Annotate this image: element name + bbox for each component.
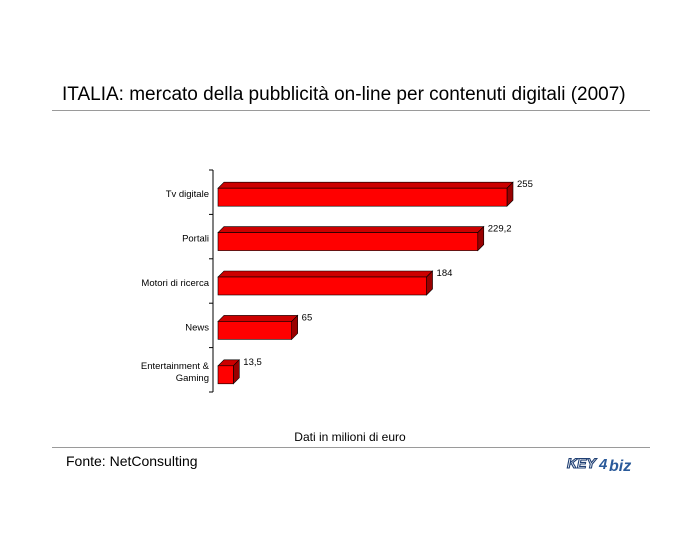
bar-top-face [217, 226, 485, 233]
value-labels: 255 229,2 184 65 13,5 [243, 179, 533, 368]
svg-text:biz: biz [609, 458, 631, 474]
source-credit: Fonte: NetConsulting [66, 453, 198, 469]
svg-text:KEY: KEY [567, 455, 597, 471]
bar-top-face [217, 315, 299, 322]
category-label: Tv digitale [166, 189, 209, 200]
bars [217, 181, 514, 385]
bar [217, 359, 241, 385]
svg-text:4: 4 [598, 456, 608, 473]
bar [217, 225, 485, 252]
value-label: 255 [517, 179, 533, 190]
category-label-line: Tv digitale [166, 189, 209, 200]
bar [217, 270, 434, 296]
category-label: Motori di ricerca [141, 278, 209, 289]
bar-front-face [217, 321, 292, 340]
units-note: Dati in milioni di euro [294, 430, 406, 444]
category-label-line: Motori di ricerca [141, 278, 209, 289]
category-label-line: Portali [182, 234, 209, 245]
category-label: News [185, 322, 209, 333]
category-label-line: Entertainment & [141, 361, 210, 372]
category-label-line: Gaming [176, 373, 209, 384]
bar [217, 314, 299, 341]
bar-front-face [217, 232, 479, 251]
bar-front-face [217, 187, 508, 207]
value-label: 13,5 [243, 357, 261, 368]
category-label: Entertainment & Gaming [141, 361, 210, 384]
value-label: 229,2 [488, 224, 512, 235]
footer-divider [52, 447, 650, 448]
title-divider [52, 110, 650, 111]
category-label: Portali [182, 234, 209, 245]
page-title: ITALIA: mercato della pubblicità on-line… [62, 84, 626, 105]
value-label: 184 [437, 268, 453, 279]
bar-front-face [217, 365, 234, 385]
bar-front-face [217, 276, 427, 296]
category-label-line: News [185, 322, 209, 333]
bar-top-face [217, 181, 514, 189]
category-labels: Tv digitale Portali Motori di ricerca News E… [141, 189, 210, 384]
bar [217, 181, 514, 207]
axis-ticks [209, 169, 213, 393]
key4biz-logo: KEY 4 biz [566, 452, 642, 479]
value-label: 65 [302, 312, 313, 323]
bar-top-face [217, 270, 434, 278]
